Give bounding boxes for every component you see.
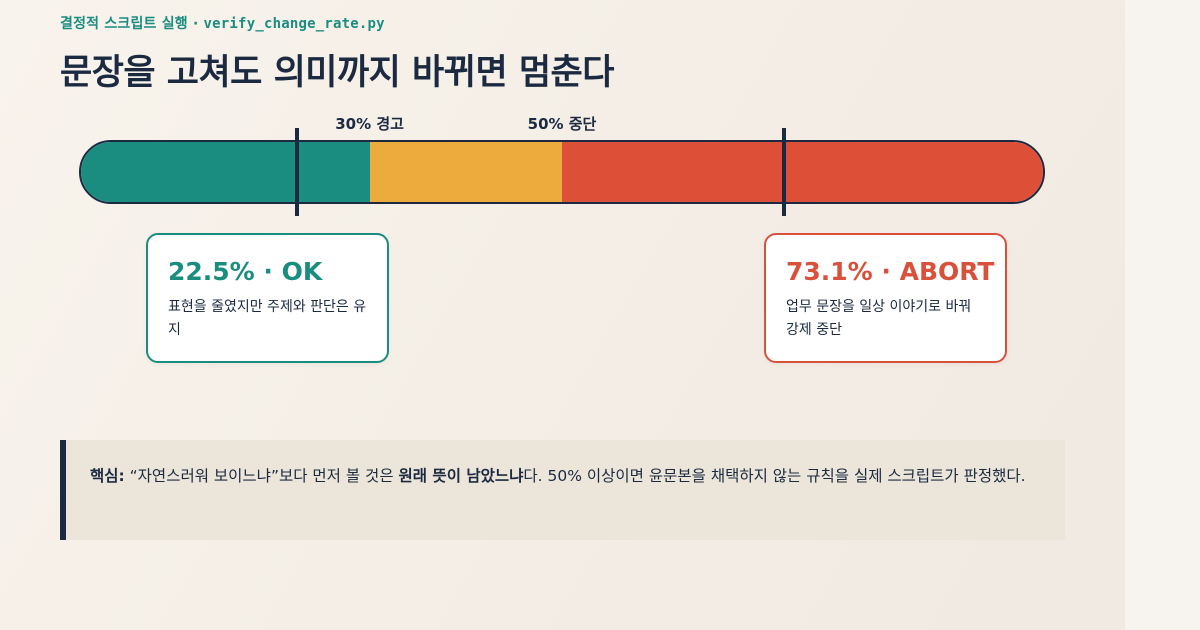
change-rate-gauge bbox=[79, 140, 1045, 204]
note-text-2: 다. 50% 이상이면 윤문본을 채택하지 않는 규칙을 실제 스크립트가 판정… bbox=[523, 467, 1026, 485]
gauge-marker-0 bbox=[295, 128, 300, 216]
abort-rate: 73.1% · ABORT bbox=[786, 257, 995, 286]
gauge-segment-1 bbox=[369, 142, 562, 202]
script-name: verify_change_rate.py bbox=[203, 16, 385, 32]
note-emphasis: 원래 뜻이 남았느냐 bbox=[398, 467, 524, 485]
note-label: 핵심: bbox=[90, 467, 125, 485]
eyebrow: 결정적 스크립트 실행 · verify_change_rate.py bbox=[60, 13, 385, 33]
note-text-1: “자연스러워 보이느냐”보다 먼저 볼 것은 bbox=[124, 467, 399, 485]
result-card-abort: 73.1% · ABORT 업무 문장을 일상 이야기로 바꿔 강제 중단 bbox=[764, 233, 1007, 363]
result-card-ok: 22.5% · OK 표현을 줄였지만 주제와 판단은 유지 bbox=[146, 233, 389, 363]
threshold-label-30: 30% 경고 bbox=[335, 115, 404, 133]
page-title: 문장을 고쳐도 의미까지 바뀌면 멈춘다 bbox=[60, 53, 614, 93]
right-edge-strip bbox=[1125, 0, 1200, 630]
key-note: 핵심: “자연스러워 보이느냐”보다 먼저 볼 것은 원래 뜻이 남았느냐다. … bbox=[60, 440, 1065, 540]
abort-description: 업무 문장을 일상 이야기로 바꿔 강제 중단 bbox=[786, 299, 972, 338]
eyebrow-prefix: 결정적 스크립트 실행 · bbox=[60, 16, 204, 32]
gauge-segment-0 bbox=[81, 142, 370, 202]
ok-description: 표현을 줄였지만 주제와 판단은 유지 bbox=[168, 299, 367, 338]
gauge-marker-1 bbox=[782, 128, 787, 216]
threshold-label-50: 50% 중단 bbox=[527, 115, 597, 133]
gauge-segment-2 bbox=[561, 142, 1043, 202]
ok-rate: 22.5% · OK bbox=[168, 257, 323, 286]
